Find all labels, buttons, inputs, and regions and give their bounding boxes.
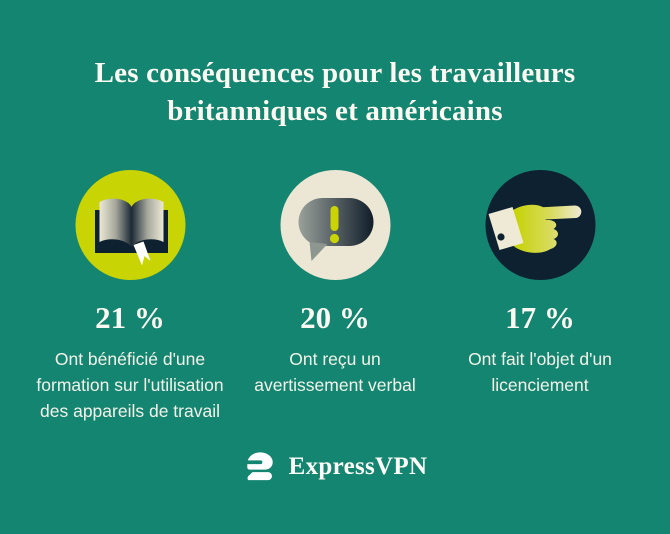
speech-bubble-exclamation-icon	[280, 170, 390, 280]
stat-dismissal: 17 % Ont fait l'objet d'un licenciement	[438, 170, 643, 424]
open-book-icon	[75, 170, 185, 280]
stat-description: Ont reçu un avertissement verbal	[254, 349, 416, 395]
stat-percent: 17 %	[505, 300, 575, 335]
pointing-hand-icon	[485, 170, 595, 280]
stat-description: Ont fait l'objet d'un licenciement	[468, 349, 612, 395]
stat-percent: 20 %	[300, 300, 370, 335]
page-title-line1: Les conséquences pour les travailleurs	[94, 57, 576, 89]
brand-footer: ExpressVPN	[0, 451, 670, 483]
page-title: Les conséquences pour les travailleurs b…	[0, 54, 670, 130]
stat-training: 21 % Ont bénéficié d'une formation sur l…	[28, 170, 233, 424]
expressvpn-logo-icon	[243, 452, 273, 481]
stat-verbal-warning: 20 % Ont reçu un avertissement verbal	[233, 170, 438, 424]
brand-name: ExpressVPN	[288, 453, 428, 480]
stat-description: Ont bénéficié d'une formation sur l'util…	[36, 349, 224, 421]
stats-row: 21 % Ont bénéficié d'une formation sur l…	[28, 170, 643, 424]
stat-percent: 21 %	[95, 300, 165, 335]
page-title-line2: britanniques et américains	[167, 95, 503, 127]
